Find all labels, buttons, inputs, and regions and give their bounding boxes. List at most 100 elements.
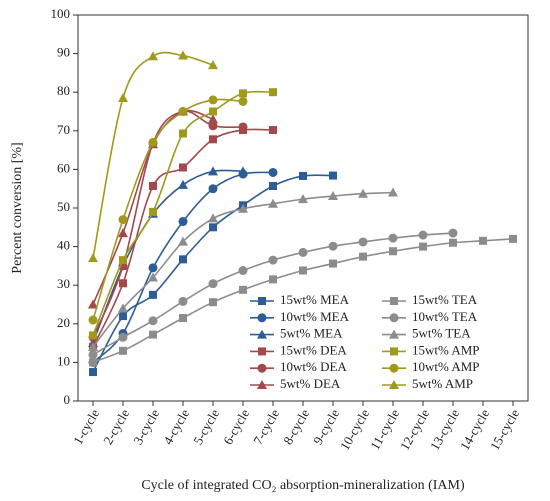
marker [149,207,157,216]
marker [257,313,267,323]
marker [268,198,278,208]
marker [88,341,98,351]
marker [88,350,98,360]
marker [298,247,308,257]
marker [88,299,98,309]
x-tick-label: 5-cycle [190,406,222,447]
legend-label: 5wt% MEA [280,326,343,341]
marker [328,241,338,251]
marker [388,187,398,197]
x-tick-label: 6-cycle [220,406,252,447]
y-tick-label: 100 [51,6,71,21]
marker [178,236,188,246]
marker [358,237,368,247]
y-tick-label: 50 [57,199,70,214]
x-tick-label: 3-cycle [130,406,162,447]
marker [178,296,188,306]
marker [419,242,427,251]
y-tick-label: 20 [57,315,70,330]
y-tick-label: 30 [57,276,70,291]
y-tick-label: 90 [57,45,70,60]
marker [208,114,218,124]
marker [179,129,187,138]
marker [89,358,97,367]
marker [329,171,337,180]
marker [238,122,248,132]
marker [118,215,128,225]
marker [208,279,218,289]
marker [299,266,307,275]
marker [179,163,187,172]
y-tick-label: 40 [57,238,70,253]
x-tick-label: 2-cycle [100,406,132,447]
marker [89,368,97,377]
marker [388,233,398,243]
marker [268,167,278,177]
marker [257,329,267,339]
marker [118,332,128,342]
series-line [92,232,454,356]
y-tick-label: 10 [57,353,70,368]
marker [269,181,277,190]
marker [178,179,188,189]
x-tick-label: 8-cycle [280,406,312,447]
marker [149,290,157,299]
x-axis-label: Cycle of integrated CO₂ absorption-miner… [141,478,465,493]
marker [390,297,398,305]
marker [149,181,157,190]
marker [257,363,267,373]
y-tick-label: 60 [57,160,70,175]
marker [258,297,266,305]
marker [239,89,247,98]
x-tick-label: 9-cycle [310,406,342,447]
marker [238,96,248,106]
marker [118,92,128,102]
legend-label: 10wt% DEA [280,359,347,374]
legend-label: 15wt% MEA [280,292,350,307]
marker [269,126,277,135]
y-tick-label: 0 [64,392,71,407]
marker [298,194,308,204]
y-axis-label: Percent conversion [%] [10,142,25,273]
marker [209,107,217,116]
x-tick-label: 4-cycle [160,406,192,447]
x-tick-label: 15-cycle [487,406,522,452]
legend-label: 5wt% DEA [280,376,341,391]
marker [389,313,399,323]
marker [418,230,428,240]
y-tick-label: 70 [57,122,70,137]
marker [208,166,218,176]
marker [389,329,399,339]
marker [88,253,98,263]
legend-label: 10wt% TEA [412,309,478,324]
marker [238,166,248,176]
legend-label: 15wt% AMP [412,342,480,357]
legend-label: 15wt% TEA [412,292,478,307]
marker [208,213,218,223]
marker [479,236,487,245]
marker [268,255,278,265]
marker [449,238,457,247]
marker [209,223,217,232]
marker [208,60,218,70]
marker [178,217,188,227]
marker [209,135,217,144]
marker [179,255,187,264]
marker [238,203,248,213]
marker [89,331,97,340]
marker [329,259,337,268]
marker [269,88,277,97]
marker [148,263,158,273]
marker [119,279,127,288]
marker [88,315,98,325]
marker [390,347,398,356]
series-line [92,110,244,338]
marker [208,121,218,131]
marker [209,298,217,307]
legend-label: 15wt% DEA [280,342,347,357]
marker [148,316,158,326]
marker [119,256,127,265]
marker [328,191,338,201]
